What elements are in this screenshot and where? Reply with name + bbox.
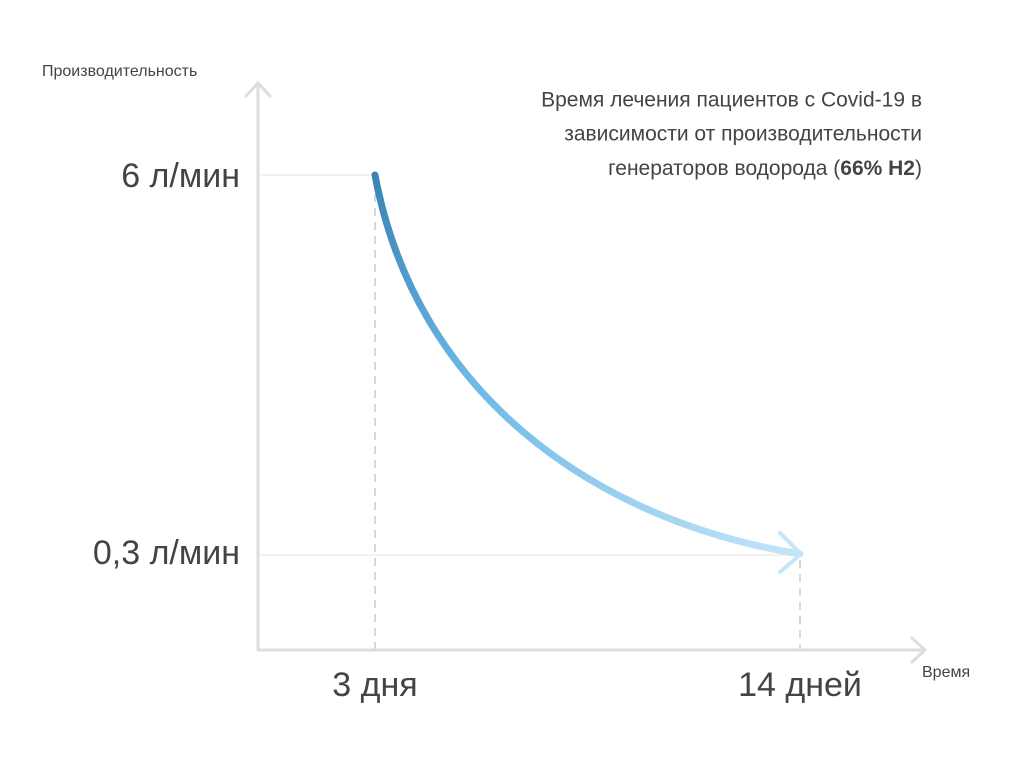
title-part: ) [915,157,922,180]
x-label: 3 дня [332,666,417,704]
y-label: 0,3 л/мин [93,534,240,572]
title-part: генераторов водорода ( [608,157,840,180]
title-line: зависимости от производительности [564,123,922,146]
y-axis-label: Производительность [42,63,197,80]
curve-arrow [778,531,803,574]
axes [244,81,927,664]
x-label: 14 дней [738,666,862,704]
title-line: Время лечения пациентов с Covid-19 в [541,89,922,112]
title-line: генераторов водорода (66% H2) [608,157,922,180]
x-axis-label: Время [922,664,970,681]
y-label: 6 л/мин [121,157,240,195]
title-bold: 66% H2 [840,157,915,180]
curve [371,171,804,558]
